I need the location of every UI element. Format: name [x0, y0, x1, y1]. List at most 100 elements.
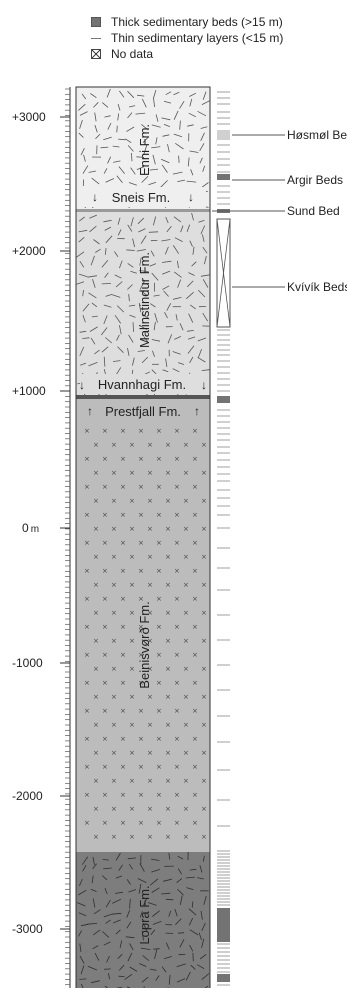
texture-dash: [173, 133, 183, 138]
texture-dash: [112, 145, 120, 148]
texture-cross: ×: [84, 567, 90, 575]
texture-dash: [113, 160, 121, 163]
texture-dash: [79, 878, 83, 887]
texture-dash: [105, 337, 113, 344]
texture-dash: [78, 103, 86, 111]
texture-dash: [199, 953, 207, 960]
texture-dash: [151, 146, 161, 149]
texture-cross: ×: [174, 679, 180, 687]
axis-label-zero: 0: [22, 521, 29, 535]
texture-dash: [154, 313, 158, 323]
texture-cross: ×: [174, 595, 180, 603]
texture-cross: ×: [147, 805, 153, 813]
texture-dash: [179, 120, 181, 130]
texture-dash: [91, 875, 94, 884]
texture-cross: ×: [84, 679, 90, 687]
texture-dash: [200, 910, 203, 920]
texture-dash: [151, 369, 157, 375]
texture-dash: [191, 213, 194, 221]
texture-dash: [201, 100, 210, 105]
texture-cross: ×: [192, 791, 198, 799]
texture-dash: [103, 168, 108, 174]
texture-cross: ×: [84, 791, 90, 799]
texture-dash: [128, 889, 137, 893]
texture-dash: [103, 356, 106, 367]
texture-cross: ×: [156, 791, 162, 799]
texture-cross: ×: [102, 707, 108, 715]
texture-cross: ×: [102, 623, 108, 631]
texture-dash: [112, 898, 122, 904]
texture-dash: [105, 235, 113, 244]
texture-dash: [199, 143, 205, 151]
texture-cross: ×: [120, 763, 126, 771]
texture-cross: ×: [156, 651, 162, 659]
texture-dash: [161, 270, 171, 275]
texture-cross: ×: [192, 763, 198, 771]
texture-dash: [141, 290, 148, 296]
texture-cross: ×: [201, 553, 207, 561]
texture-cross: ×: [129, 609, 135, 617]
texture-cross: ×: [165, 777, 171, 785]
texture-dash: [127, 857, 137, 860]
texture-dash: [160, 180, 168, 188]
texture-dash: [91, 177, 100, 185]
texture-dash: [201, 938, 205, 948]
texture-dash: [142, 137, 149, 143]
texture-cross: ×: [102, 483, 108, 491]
texture-dash: [165, 942, 170, 950]
texture-dash: [174, 908, 178, 917]
texture-dash: [88, 362, 98, 367]
texture-cross: ×: [111, 637, 117, 645]
texture-dash: [82, 165, 89, 174]
texture-dash: [175, 314, 178, 321]
texture-dash: [152, 350, 155, 357]
texture-dash: [138, 228, 146, 233]
texture-dash: [92, 856, 95, 865]
texture-dash: [188, 112, 197, 118]
kvivik-no-data-cross: [216, 218, 231, 328]
texture-dash: [202, 234, 205, 242]
texture-cross: ×: [93, 805, 99, 813]
texture-dash: [79, 955, 85, 964]
texture-dash: [165, 91, 172, 96]
texture-cross: ×: [111, 665, 117, 673]
texture-dash: [141, 176, 149, 183]
texture-dash: [189, 92, 197, 97]
texture-dash: [118, 964, 125, 971]
texture-cross: ×: [138, 791, 144, 799]
texture-cross: ×: [174, 539, 180, 547]
texture-cross: ×: [138, 455, 144, 463]
texture-dash: [204, 256, 207, 265]
texture-dash: [176, 978, 186, 983]
texture-dash: [89, 214, 97, 219]
texture-dash: [119, 940, 123, 948]
texture-cross: ×: [183, 469, 189, 477]
texture-dash: [149, 878, 159, 886]
texture-dash: [79, 216, 85, 222]
texture-cross: ×: [93, 497, 99, 505]
thick-sedimentary-bed: [217, 174, 230, 180]
sneis-formation-label: Sneis Fm.: [112, 190, 171, 205]
texture-dash: [163, 290, 169, 297]
texture-cross: ×: [192, 623, 198, 631]
texture-cross: ×: [183, 749, 189, 757]
texture-cross: ×: [120, 623, 126, 631]
texture-dash: [136, 166, 145, 170]
texture-cross: ×: [201, 777, 207, 785]
texture-cross: ×: [192, 539, 198, 547]
texture-dash: [116, 125, 118, 133]
texture-cross: ×: [129, 665, 135, 673]
texture-cross: ×: [183, 805, 189, 813]
texture-dash: [201, 922, 206, 931]
texture-dash: [187, 280, 194, 288]
texture-cross: ×: [174, 819, 180, 827]
texture-dash: [151, 124, 161, 128]
texture-dash: [94, 349, 100, 355]
texture-dash: [200, 126, 208, 129]
texture-dash: [129, 314, 136, 318]
hvannhagi-prestfjall-boundary: [76, 395, 210, 399]
texture-dash: [92, 278, 96, 288]
texture-cross: ×: [147, 665, 153, 673]
texture-dash: [202, 165, 206, 172]
